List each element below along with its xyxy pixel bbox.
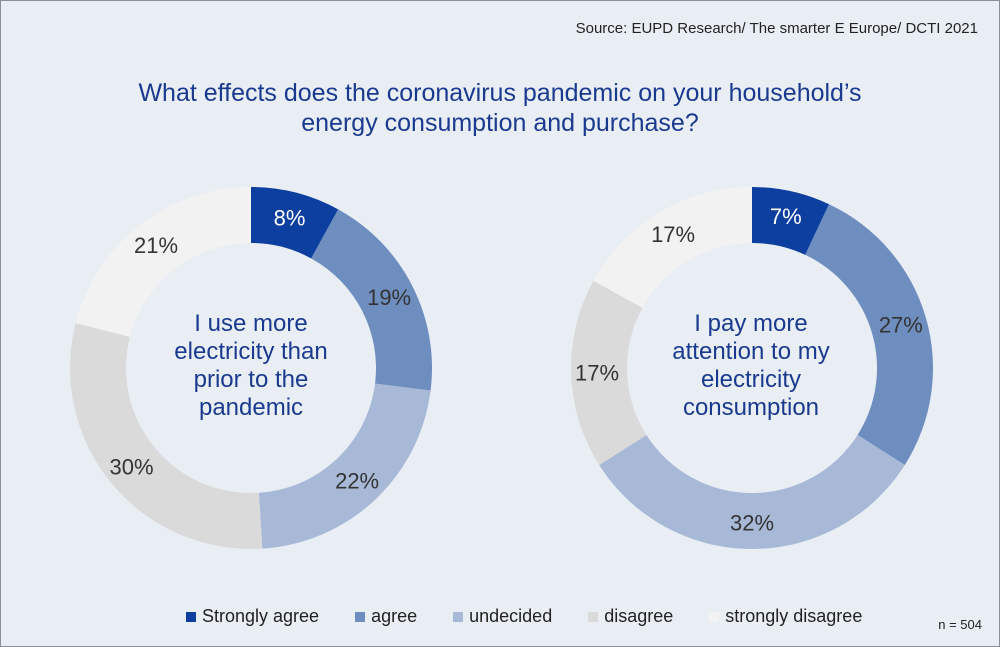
legend-swatch [355,611,366,622]
legend-item-disagree: disagree [588,606,673,627]
center-line: I pay more [694,310,808,337]
legend-label: undecided [469,606,553,626]
donut-1-center-text: I use more electricity than prior to the… [151,310,351,422]
sample-size: n = 504 [938,617,982,632]
center-line: I use more [194,310,308,337]
legend-label: Strongly agree [202,606,320,626]
legend-item-undecided: undecided [453,606,552,627]
legend-swatch [588,611,599,622]
donut-2-slice-agree [805,204,934,465]
legend: Strongly agree agree undecided disagree … [186,606,898,627]
donut-2-label-disagree: 17% [575,360,619,385]
donut-1-label-agree: 19% [367,285,411,310]
donut-2-label-undecided: 32% [730,511,774,536]
donut-2-slice-strongly-disagree [593,187,752,308]
title-line-1: What effects does the coronavirus pandem… [138,79,862,107]
legend-item-agree: agree [355,606,417,627]
donut-1-label-strongly-disagree: 21% [134,233,178,258]
source-note: Source: EUPD Research/ The smarter E Eur… [575,20,978,37]
donut-1-label-undecided: 22% [335,468,379,493]
donut-1-slice-strongly-agree [251,187,339,259]
center-line: electricity than [174,338,328,365]
legend-item-strongly-disagree: strongly disagree [709,606,862,627]
legend-swatch [709,611,720,622]
legend-swatch [186,611,196,622]
center-line: prior to the [193,366,309,393]
donut-2-slice-undecided [599,434,905,550]
legend-label: strongly disagree [725,606,863,626]
donut-1-slice-undecided [258,383,431,549]
donut-2-label-strongly-disagree: 17% [651,222,695,247]
legend-label: disagree [604,606,674,626]
legend-item-strongly-agree: Strongly agree [186,606,319,627]
center-line: consumption [682,394,820,421]
center-line: attention to my [672,338,830,365]
donut-2-slice-strongly-agree [752,187,830,255]
donut-1-label-disagree: 30% [110,454,154,479]
center-line: pandemic [198,394,304,421]
center-line: electricity [700,366,802,393]
donut-1-slice-disagree [70,322,263,549]
donut-2-slice-disagree [571,280,647,465]
donut-2-center-text: I pay more attention to my electricity c… [651,310,851,422]
legend-swatch [453,611,464,622]
chart-title: What effects does the coronavirus pandem… [0,78,1000,138]
legend-label: agree [371,606,418,626]
donut-1-label-strongly-agree: 8% [274,205,306,230]
donut-1-slice-agree [311,209,432,391]
donut-2-label-agree: 27% [879,312,923,337]
title-line-2: energy consumption and purchase? [301,109,699,137]
donut-2-label-strongly-agree: 7% [770,204,802,229]
donut-1-slice-strongly-disagree [75,187,251,337]
